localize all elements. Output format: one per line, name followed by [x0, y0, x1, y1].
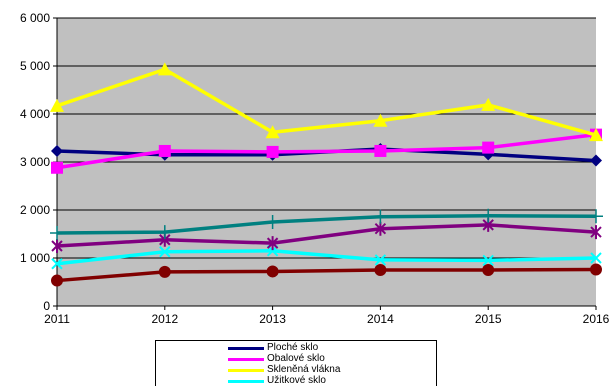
series-2 — [50, 62, 603, 142]
data-point — [51, 258, 63, 270]
legend-item-sklenena-vlakna: Skleněná vlákna — [228, 364, 340, 375]
data-point — [158, 144, 171, 157]
series-5 — [51, 263, 602, 287]
data-point — [374, 144, 387, 157]
data-point — [374, 221, 387, 236]
series-line — [56, 67, 597, 137]
legend-label: Skleněná vlákna — [267, 364, 341, 375]
data-point — [589, 128, 603, 142]
y-tick-label: 3 000 — [20, 155, 50, 169]
y-tick-label: 5 000 — [20, 59, 50, 73]
legend-label: Ploché sklo — [267, 342, 319, 353]
x-tick-label: 2015 — [475, 312, 502, 326]
x-tick-label: 2013 — [259, 312, 286, 326]
data-point — [481, 208, 496, 223]
x-tick-label: 2014 — [367, 312, 394, 326]
data-point — [157, 225, 172, 240]
data-point — [51, 239, 63, 253]
data-point — [266, 236, 279, 251]
y-tick-label: 0 — [43, 299, 50, 313]
legend-item-uzitkove-sklo: Užitkové sklo — [228, 375, 326, 386]
line-chart: 0 1 000 2 000 3 000 4 000 5 000 6 000 2011 2012 2… — [20, 11, 610, 326]
data-point — [51, 144, 63, 157]
legend-swatch-uzitkove-sklo — [228, 375, 264, 386]
legend-item-ploche-sklo: Ploché sklo — [228, 342, 318, 353]
chart-legend: Ploché sklo Obalové sklo Skleněná vlákna… — [155, 340, 437, 386]
data-point — [159, 246, 171, 258]
series-3 — [51, 245, 602, 270]
legend-label: Užitkové sklo — [267, 375, 326, 386]
series-line — [56, 249, 597, 266]
legend-swatch-obalove-sklo — [228, 353, 264, 365]
data-point — [589, 209, 603, 224]
data-point — [590, 154, 602, 167]
y-tick-label: 6 000 — [20, 11, 50, 25]
data-point — [373, 113, 388, 127]
data-point — [374, 254, 387, 266]
legend-swatch-ploche-sklo — [228, 342, 264, 354]
data-point — [374, 264, 387, 276]
data-point — [50, 226, 64, 241]
x-tick-label: 2012 — [151, 312, 178, 326]
legend-label: Obalové sklo — [267, 353, 325, 364]
data-point — [481, 97, 496, 111]
data-point — [590, 252, 602, 264]
data-point — [590, 225, 602, 240]
series-4 — [51, 217, 602, 253]
data-point — [482, 264, 495, 276]
data-point — [266, 265, 279, 278]
series-line — [56, 267, 597, 283]
data-point — [266, 145, 279, 158]
x-tick-label: 2016 — [583, 312, 610, 326]
data-point — [265, 215, 280, 229]
data-point — [482, 141, 495, 154]
data-point — [373, 209, 388, 224]
data-point — [590, 263, 602, 276]
series-6 — [50, 208, 603, 241]
data-point — [265, 125, 280, 139]
data-point — [482, 254, 494, 267]
y-tick-label: 4 000 — [20, 107, 50, 121]
series-line — [56, 223, 597, 248]
data-point — [51, 274, 63, 287]
data-point — [50, 98, 64, 112]
data-point — [51, 161, 63, 174]
y-tick-label: 1 000 — [20, 251, 50, 265]
data-point — [158, 265, 171, 278]
legend-swatch-sklenena-vlakna — [228, 364, 264, 376]
series-line — [56, 214, 597, 235]
data-point — [157, 62, 172, 76]
legend-item-obalove-sklo: Obalové sklo — [228, 353, 325, 364]
x-tick-label: 2011 — [44, 312, 70, 326]
y-tick-label: 2 000 — [20, 203, 50, 217]
series-line — [56, 132, 597, 170]
